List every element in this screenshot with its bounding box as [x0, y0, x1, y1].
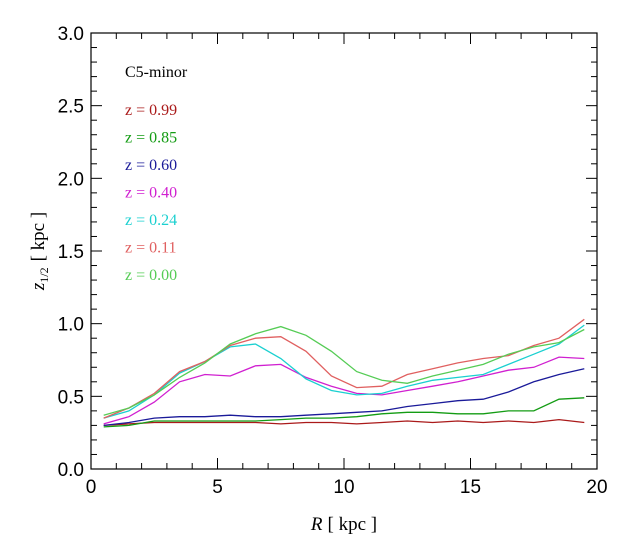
y-tick-label: 1.5 — [58, 242, 84, 263]
tick-labels: 0 5 10 15 20 0.0 0.5 1.0 1.5 2.0 2.5 3.0 — [58, 24, 608, 498]
y-axis-sub: 1/2 — [37, 267, 51, 282]
legend-entry-z099: z = 0.99 — [125, 102, 177, 119]
series-line-z011 — [103, 318, 585, 419]
y-axis-var: z — [28, 282, 49, 291]
x-tick-label: 10 — [333, 477, 354, 498]
y-tick-label: 2.5 — [58, 97, 84, 118]
series-line-z099 — [103, 418, 585, 427]
series-lines — [103, 318, 585, 428]
legend-entry-z060: z = 0.60 — [125, 157, 177, 174]
x-axis-unit: [ kpc ] — [328, 514, 378, 535]
legend-entry-z024: z = 0.24 — [125, 212, 177, 229]
x-axis-label: R[ kpc ] — [310, 514, 377, 535]
tick-marks — [90, 32, 598, 470]
legend-entry-z000: z = 0.00 — [125, 267, 177, 284]
series-line-z060 — [103, 368, 585, 427]
y-axis-unit: [ kpc ] — [28, 212, 49, 262]
legend-entry-z040: z = 0.40 — [125, 185, 177, 202]
y-tick-label: 1.0 — [58, 315, 84, 336]
x-tick-label: 0 — [86, 477, 97, 498]
x-tick-label: 20 — [586, 477, 607, 498]
y-tick-label: 0.5 — [58, 387, 84, 408]
series-line-z040 — [103, 356, 585, 425]
series-line-z024 — [103, 324, 585, 419]
series-line-z000 — [103, 325, 585, 416]
legend: C5-minor z = 0.99 z = 0.85 z = 0.60 z = 0.4… — [125, 64, 188, 284]
chart-title: C5-minor — [125, 64, 188, 81]
y-tick-label: 2.0 — [58, 169, 84, 190]
y-tick-label: 0.0 — [58, 460, 84, 481]
x-tick-label: 15 — [460, 477, 481, 498]
legend-entry-z085: z = 0.85 — [125, 130, 177, 147]
x-axis-var: R — [310, 514, 323, 535]
x-tick-label: 5 — [212, 477, 223, 498]
series-line-z085 — [103, 397, 585, 428]
y-tick-label: 3.0 — [58, 24, 84, 45]
y-axis-label: z1/2 [ kpc ] — [28, 212, 51, 291]
legend-entry-z011: z = 0.11 — [125, 240, 177, 257]
